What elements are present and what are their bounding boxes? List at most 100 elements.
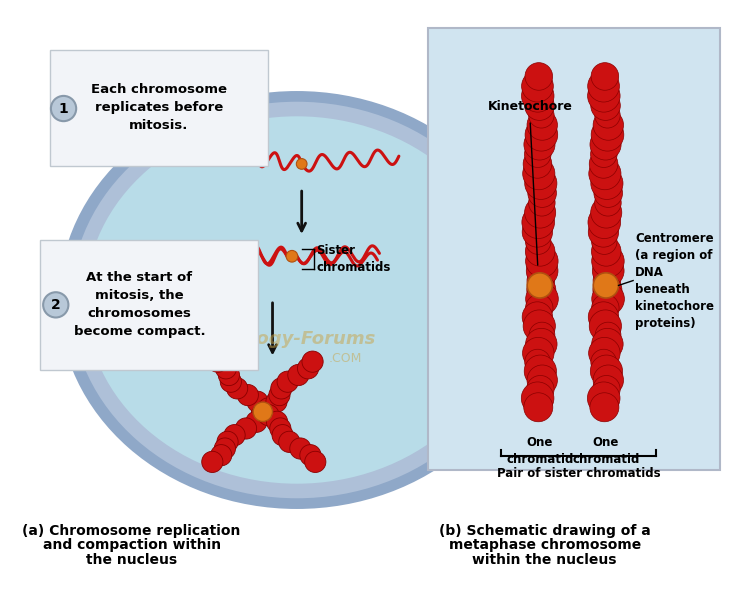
Circle shape bbox=[211, 445, 232, 466]
Circle shape bbox=[527, 275, 556, 304]
Circle shape bbox=[224, 425, 245, 446]
Circle shape bbox=[591, 197, 622, 228]
Circle shape bbox=[300, 445, 321, 466]
Circle shape bbox=[522, 302, 553, 332]
Text: Biology-Forums: Biology-Forums bbox=[218, 330, 376, 348]
Circle shape bbox=[591, 294, 619, 322]
Circle shape bbox=[277, 371, 298, 392]
Circle shape bbox=[527, 273, 553, 298]
Circle shape bbox=[593, 110, 624, 140]
Circle shape bbox=[525, 349, 550, 375]
Circle shape bbox=[238, 385, 259, 406]
Circle shape bbox=[589, 310, 621, 342]
Text: .COM: .COM bbox=[329, 352, 362, 365]
Ellipse shape bbox=[86, 116, 508, 484]
Circle shape bbox=[220, 371, 241, 392]
Circle shape bbox=[526, 328, 557, 360]
Circle shape bbox=[591, 236, 621, 266]
Circle shape bbox=[521, 80, 554, 112]
Circle shape bbox=[590, 129, 621, 160]
Ellipse shape bbox=[58, 91, 535, 509]
Circle shape bbox=[591, 141, 617, 167]
Circle shape bbox=[270, 418, 291, 439]
Text: (a) Chromosome replication: (a) Chromosome replication bbox=[23, 524, 240, 538]
Circle shape bbox=[591, 245, 624, 277]
Text: One
chromatid: One chromatid bbox=[572, 436, 640, 466]
Circle shape bbox=[525, 91, 554, 121]
Circle shape bbox=[529, 103, 554, 128]
Circle shape bbox=[592, 255, 624, 287]
Circle shape bbox=[595, 322, 621, 348]
Circle shape bbox=[524, 129, 555, 160]
Circle shape bbox=[298, 358, 319, 379]
FancyBboxPatch shape bbox=[40, 240, 258, 370]
Circle shape bbox=[588, 382, 620, 415]
Text: metaphase chromosome: metaphase chromosome bbox=[449, 538, 641, 552]
Circle shape bbox=[269, 385, 290, 406]
Circle shape bbox=[591, 118, 624, 151]
Text: and compaction within: and compaction within bbox=[42, 538, 221, 552]
Circle shape bbox=[588, 302, 618, 332]
Text: Kinetochore: Kinetochore bbox=[488, 100, 572, 113]
Circle shape bbox=[527, 267, 555, 295]
Circle shape bbox=[266, 391, 287, 412]
Circle shape bbox=[594, 190, 621, 216]
Circle shape bbox=[247, 391, 268, 412]
Circle shape bbox=[524, 355, 556, 387]
Circle shape bbox=[595, 103, 620, 128]
Circle shape bbox=[207, 351, 228, 372]
Circle shape bbox=[523, 337, 554, 369]
Circle shape bbox=[588, 158, 621, 190]
Circle shape bbox=[526, 283, 558, 315]
Circle shape bbox=[592, 283, 624, 315]
Text: 1: 1 bbox=[58, 101, 69, 116]
Circle shape bbox=[529, 322, 555, 348]
Circle shape bbox=[305, 451, 326, 472]
Text: (b) Schematic drawing of a: (b) Schematic drawing of a bbox=[439, 524, 651, 538]
Circle shape bbox=[591, 91, 621, 121]
Circle shape bbox=[296, 158, 307, 169]
FancyBboxPatch shape bbox=[50, 50, 268, 166]
Circle shape bbox=[246, 411, 267, 433]
Text: within the nucleus: within the nucleus bbox=[472, 553, 617, 567]
Circle shape bbox=[588, 217, 618, 247]
Circle shape bbox=[526, 236, 555, 266]
Circle shape bbox=[521, 382, 554, 415]
Circle shape bbox=[529, 190, 555, 216]
Text: Centromere
(a region of
DNA
beneath
kinetochore
proteins): Centromere (a region of DNA beneath kine… bbox=[635, 232, 714, 329]
Circle shape bbox=[591, 62, 618, 90]
Circle shape bbox=[594, 179, 623, 208]
Circle shape bbox=[214, 438, 235, 459]
Circle shape bbox=[202, 451, 223, 472]
Circle shape bbox=[526, 245, 558, 277]
Circle shape bbox=[590, 393, 619, 422]
Circle shape bbox=[43, 292, 69, 317]
Circle shape bbox=[588, 337, 620, 369]
Circle shape bbox=[251, 404, 272, 426]
Circle shape bbox=[593, 267, 621, 295]
Circle shape bbox=[588, 206, 621, 239]
Circle shape bbox=[216, 358, 237, 379]
Circle shape bbox=[525, 167, 557, 199]
Text: One
chromatid: One chromatid bbox=[506, 436, 574, 466]
Circle shape bbox=[525, 118, 558, 151]
Circle shape bbox=[288, 364, 309, 386]
Circle shape bbox=[289, 438, 311, 459]
Circle shape bbox=[522, 206, 555, 239]
Circle shape bbox=[258, 398, 279, 419]
Circle shape bbox=[522, 70, 553, 102]
Circle shape bbox=[523, 158, 555, 190]
Circle shape bbox=[593, 376, 620, 403]
Circle shape bbox=[251, 398, 273, 419]
Circle shape bbox=[235, 418, 257, 439]
Circle shape bbox=[591, 328, 623, 360]
Circle shape bbox=[258, 404, 279, 426]
Circle shape bbox=[219, 364, 240, 386]
Ellipse shape bbox=[71, 102, 523, 498]
Circle shape bbox=[591, 349, 616, 375]
Circle shape bbox=[524, 141, 551, 167]
Circle shape bbox=[527, 365, 558, 395]
Circle shape bbox=[591, 355, 623, 387]
Circle shape bbox=[594, 273, 618, 298]
Circle shape bbox=[522, 217, 553, 247]
